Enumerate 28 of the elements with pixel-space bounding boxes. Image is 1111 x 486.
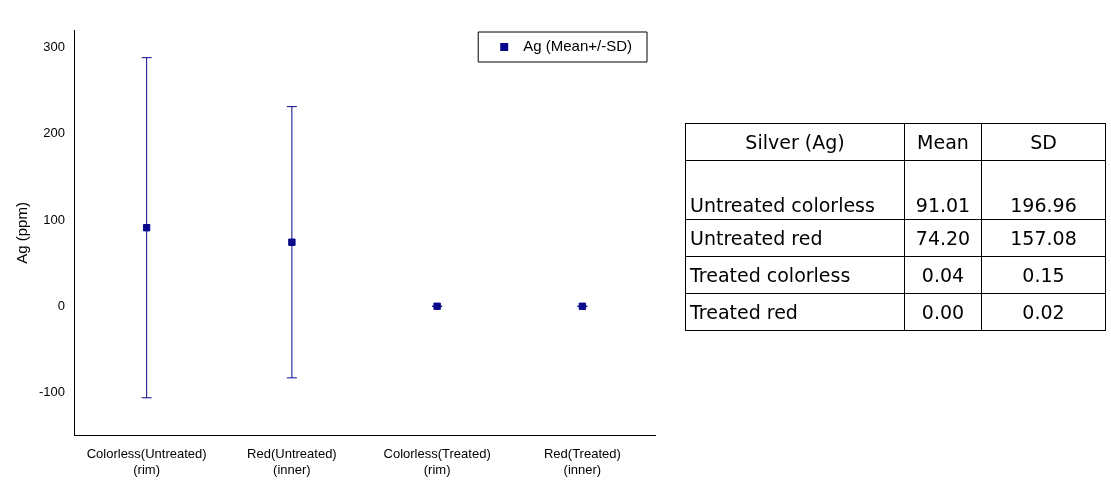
x-tick-label: Red(Treated) (inner) <box>543 446 621 477</box>
data-label: 0.15 <box>981 256 1106 294</box>
text: Mean <box>904 123 982 161</box>
text: Silver (Ag) <box>685 123 905 161</box>
category-label: Untreated red <box>685 219 905 257</box>
point <box>142 224 151 232</box>
x-tick-label: Colorless(Untreated) (rim) <box>86 446 207 477</box>
category-label: Untreated colorless <box>685 160 905 220</box>
text: SD <box>981 123 1106 161</box>
data-label: 74.20 <box>904 219 982 257</box>
x-tick-label: Colorless(Treated) (rim) <box>383 446 491 477</box>
legend-label: Ag (Mean+/-SD) <box>523 37 633 55</box>
x-tick-label: Red(Untreated) (inner) <box>247 446 337 477</box>
y-tick-label: 300 <box>43 38 66 54</box>
data-label: 196.96 <box>981 160 1106 220</box>
data-label: 0.04 <box>904 256 982 294</box>
data-label: 91.01 <box>904 160 982 220</box>
point <box>288 238 296 246</box>
y-tick-label: -100 <box>38 384 66 400</box>
y-tick-label: 0 <box>57 297 66 313</box>
y-tick-label: 100 <box>43 211 66 227</box>
data-label: 0.02 <box>981 293 1106 331</box>
data-label: 157.08 <box>981 219 1106 257</box>
data-label: 0.00 <box>904 293 982 331</box>
category-label: Treated colorless <box>685 256 905 294</box>
category-label: Treated red <box>685 293 905 331</box>
y-tick-label: 200 <box>43 125 66 141</box>
y-axis-title: Ag (ppm) <box>13 202 31 264</box>
